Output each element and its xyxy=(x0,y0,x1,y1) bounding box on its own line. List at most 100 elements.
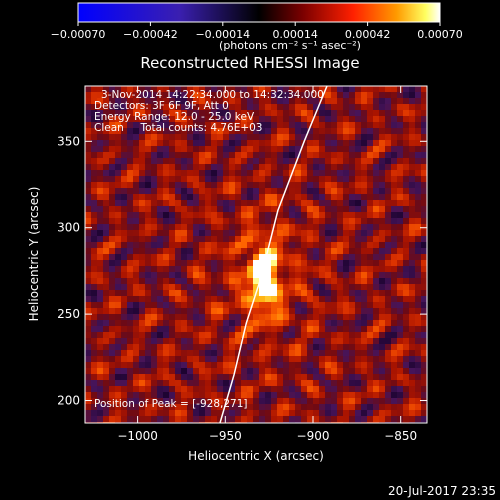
heatmap-cell xyxy=(343,200,350,207)
heatmap-cell xyxy=(217,218,224,225)
heatmap-cell xyxy=(247,356,254,363)
heatmap-cell xyxy=(397,152,404,159)
heatmap-cell xyxy=(157,350,164,357)
heatmap-cell xyxy=(331,296,338,303)
heatmap-cell xyxy=(91,338,98,345)
heatmap-cell xyxy=(133,272,140,279)
heatmap-cell xyxy=(421,122,427,129)
heatmap-cell xyxy=(421,308,427,315)
heatmap-cell xyxy=(289,266,296,273)
heatmap-cell xyxy=(127,98,134,105)
heatmap-cell xyxy=(157,116,164,123)
heatmap-cell xyxy=(397,272,404,279)
heatmap-cell xyxy=(217,158,224,165)
heatmap-cell xyxy=(109,290,116,297)
heatmap-cell xyxy=(187,416,194,423)
heatmap-cell xyxy=(307,374,314,381)
heatmap-cell xyxy=(211,296,218,303)
heatmap-cell xyxy=(265,350,272,357)
heatmap-cell xyxy=(385,170,392,177)
heatmap-cell xyxy=(163,290,170,297)
heatmap-cell xyxy=(259,386,266,393)
heatmap-cell xyxy=(409,224,416,231)
heatmap-cell xyxy=(253,236,260,243)
heatmap-cell xyxy=(313,98,320,105)
heatmap-cell xyxy=(91,104,98,111)
heatmap-cell xyxy=(379,170,386,177)
heatmap-cell xyxy=(391,128,398,135)
heatmap-cell xyxy=(337,380,344,387)
heatmap-cell xyxy=(355,110,362,117)
heatmap-cell xyxy=(211,218,218,225)
heatmap-cell xyxy=(349,224,356,231)
heatmap-cell xyxy=(391,104,398,111)
heatmap-cell xyxy=(175,398,182,405)
heatmap-cell xyxy=(181,374,188,381)
heatmap-cell xyxy=(115,254,122,261)
heatmap-cell xyxy=(403,242,410,249)
heatmap-cell xyxy=(109,416,116,423)
heatmap-cell xyxy=(343,302,350,309)
heatmap-cell xyxy=(121,344,128,351)
heatmap-cell xyxy=(415,176,422,183)
heatmap-cell xyxy=(367,332,374,339)
heatmap-cell xyxy=(91,392,98,399)
heatmap-cell xyxy=(349,308,356,315)
heatmap-cell xyxy=(277,410,284,417)
heatmap-cell xyxy=(337,398,344,405)
heatmap-cell xyxy=(181,194,188,201)
heatmap-cell xyxy=(127,308,134,315)
heatmap-cell xyxy=(361,140,368,147)
heatmap-cell xyxy=(379,344,386,351)
heatmap-cell xyxy=(241,284,248,291)
heatmap-cell xyxy=(187,290,194,297)
heatmap-cell xyxy=(217,152,224,159)
heatmap-cell xyxy=(265,362,272,369)
heatmap-cell xyxy=(199,236,206,243)
heatmap-cell xyxy=(325,332,332,339)
heatmap-cell xyxy=(151,146,158,153)
heatmap-cell xyxy=(91,350,98,357)
heatmap-cell xyxy=(283,302,290,309)
heatmap-cell xyxy=(355,200,362,207)
heatmap-cell xyxy=(235,296,242,303)
heatmap-cell xyxy=(397,332,404,339)
heatmap-cell xyxy=(379,248,386,255)
heatmap-cell xyxy=(151,182,158,189)
heatmap-cell xyxy=(247,194,254,201)
heatmap-cell xyxy=(211,350,218,357)
heatmap-cell xyxy=(199,128,206,135)
heatmap-cell xyxy=(151,116,158,123)
heatmap-cell xyxy=(265,140,272,147)
heatmap-cell xyxy=(355,86,362,93)
heatmap-cell xyxy=(193,374,200,381)
heatmap-cell xyxy=(355,152,362,159)
heatmap-cell xyxy=(283,218,290,225)
heatmap-cell xyxy=(289,236,296,243)
heatmap-cell xyxy=(313,296,320,303)
heatmap-cell xyxy=(391,308,398,315)
heatmap-cell xyxy=(259,320,266,327)
heatmap-cell xyxy=(337,302,344,309)
heatmap-cell xyxy=(265,290,272,297)
heatmap-cell xyxy=(121,356,128,363)
heatmap-cell xyxy=(247,104,254,111)
heatmap-cell xyxy=(421,218,427,225)
heatmap-cell xyxy=(241,134,248,141)
heatmap-cell xyxy=(307,290,314,297)
heatmap-cell xyxy=(277,206,284,213)
heatmap-cell xyxy=(307,176,314,183)
heatmap-cell xyxy=(325,206,332,213)
heatmap-cell xyxy=(331,104,338,111)
heatmap-cell xyxy=(229,128,236,135)
heatmap-cell xyxy=(277,266,284,273)
heatmap-cell xyxy=(115,236,122,243)
heatmap-cell xyxy=(139,278,146,285)
heatmap-cell xyxy=(151,374,158,381)
heatmap-cell xyxy=(271,128,278,135)
heatmap-cell xyxy=(337,188,344,195)
heatmap-cell xyxy=(97,212,104,219)
heatmap-cell xyxy=(277,140,284,147)
heatmap-cell xyxy=(271,296,278,303)
heatmap-cell xyxy=(145,296,152,303)
